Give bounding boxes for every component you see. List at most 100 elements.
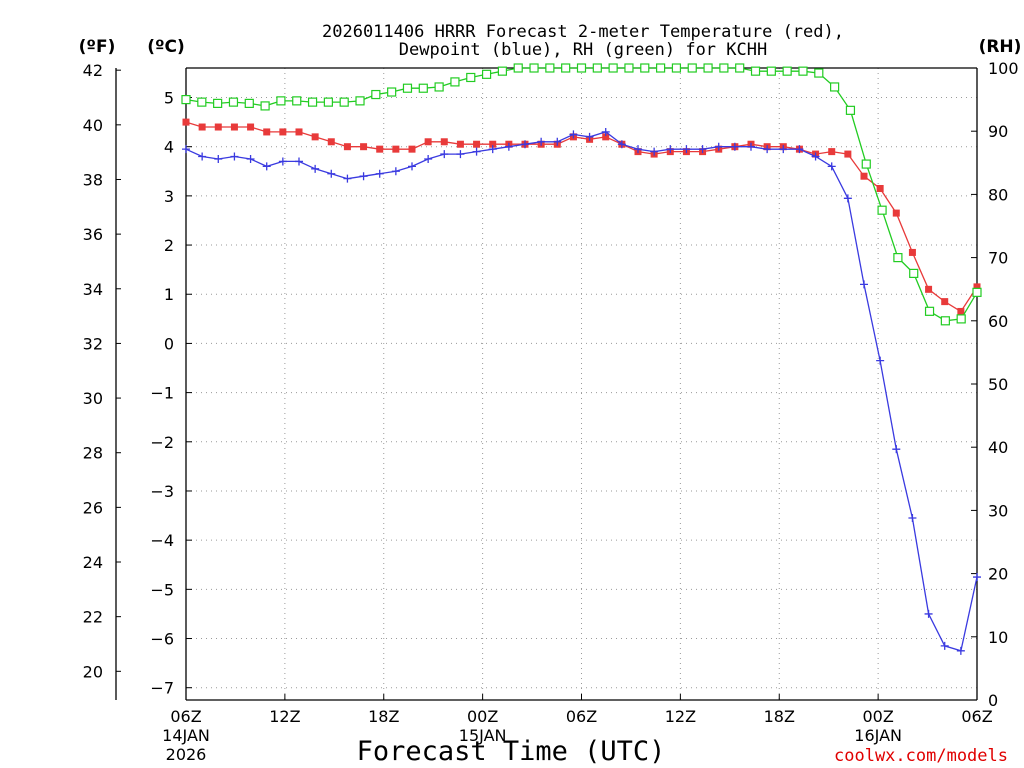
rh-tick-label: 20 <box>988 565 1008 584</box>
dewpoint-point <box>198 152 207 161</box>
rh-point <box>371 89 381 100</box>
dewpoint-point <box>472 147 481 156</box>
rh-point <box>893 253 903 263</box>
series-dewpoint <box>182 127 981 655</box>
fahrenheit-tick-label: 24 <box>83 553 103 572</box>
rh-point <box>845 105 856 115</box>
temperature-point <box>941 298 949 306</box>
dewpoint-point <box>408 162 416 171</box>
dewpoint-point <box>860 280 868 289</box>
dewpoint-point <box>553 137 562 146</box>
dewpoint-point <box>295 157 303 166</box>
dewpoint-point <box>747 142 755 151</box>
temperature-point <box>295 128 303 136</box>
fahrenheit-tick-label: 42 <box>83 61 103 80</box>
celsius-tick-label: −6 <box>150 630 174 649</box>
dewpoint-point <box>876 356 885 365</box>
x-tick-label: 18Z <box>764 707 795 726</box>
rh-point <box>339 97 349 107</box>
celsius-tick-label: 3 <box>164 187 174 206</box>
rh-point <box>940 316 950 326</box>
fahrenheit-tick-label: 36 <box>83 225 103 244</box>
rh-line <box>185 67 978 322</box>
dewpoint-point <box>521 140 529 149</box>
temperature-point <box>327 138 335 146</box>
temperature-point <box>311 133 319 141</box>
dewpoint-point <box>375 169 384 178</box>
temperature-point <box>376 145 384 153</box>
series-rh <box>181 63 982 326</box>
dewpoint-point <box>456 150 465 159</box>
dewpoint-point <box>634 145 642 154</box>
dewpoint-point <box>908 514 917 523</box>
chart-title-line1: 2026011406 HRRR Forecast 2-meter Tempera… <box>322 22 844 42</box>
celsius-tick-label: −3 <box>150 482 174 501</box>
rh-unit-label: (RH) <box>979 37 1022 57</box>
rh-point <box>355 96 365 106</box>
dewpoint-point <box>424 154 433 163</box>
dewpoint-point <box>714 142 723 151</box>
rh-point <box>529 63 539 73</box>
temperature-point <box>602 133 610 141</box>
temperature-point <box>908 248 916 256</box>
fahrenheit-tick-label: 22 <box>83 608 103 627</box>
dewpoint-point <box>811 152 820 161</box>
rh-point <box>655 63 666 73</box>
rh-point <box>434 82 444 92</box>
rh-tick-label: 30 <box>988 501 1008 520</box>
dewpoint-point <box>924 609 933 618</box>
temperature-point <box>360 143 368 151</box>
celsius-tick-label: 2 <box>164 236 174 255</box>
grid-lines <box>186 68 977 700</box>
temperature-point <box>408 145 416 153</box>
x-tick-year: 2026 <box>166 745 207 764</box>
rh-point <box>513 63 523 73</box>
fahrenheit-unit-label: (ºF) <box>79 37 116 57</box>
rh-point <box>307 97 318 107</box>
dewpoint-point <box>698 145 707 154</box>
rh-tick-label: 10 <box>988 628 1008 647</box>
temperature-point <box>198 123 206 131</box>
celsius-tick-label: −5 <box>150 580 174 599</box>
celsius-tick-label: 5 <box>164 89 174 108</box>
rh-point <box>561 63 571 73</box>
dewpoint-point <box>779 145 788 154</box>
rh-point <box>228 97 239 107</box>
x-axis-title: Forecast Time (UTC) <box>357 736 666 767</box>
temperature-point <box>473 140 481 148</box>
rh-point <box>735 63 745 73</box>
dewpoint-point <box>246 154 255 163</box>
x-tick-label: 00Z <box>862 707 893 726</box>
rh-point <box>197 97 207 107</box>
rh-point <box>466 72 476 83</box>
dewpoint-point <box>956 646 965 655</box>
x-tick-label: 06Z <box>566 707 597 726</box>
temperature-point <box>263 128 271 136</box>
rh-tick-label: 70 <box>988 249 1008 268</box>
celsius-tick-label: −4 <box>150 531 174 550</box>
dewpoint-point <box>214 154 223 163</box>
dewpoint-point <box>537 137 546 146</box>
dewpoint-point <box>940 641 949 650</box>
temperature-point <box>456 140 464 148</box>
temperature-point <box>343 143 351 151</box>
axes: 424038363432302826242220543210−1−2−3−4−5… <box>83 59 1019 764</box>
rh-point <box>640 63 650 73</box>
dewpoint-point <box>343 174 352 183</box>
temperature-point <box>424 138 432 146</box>
temperature-point <box>860 172 868 180</box>
rh-point <box>323 97 333 107</box>
rh-point <box>703 63 713 73</box>
dewpoint-point <box>795 145 804 154</box>
temperature-point <box>876 184 884 192</box>
x-tick-date: 14JAN <box>162 726 210 745</box>
fahrenheit-tick-label: 20 <box>83 662 103 681</box>
x-tick-label: 12Z <box>665 707 696 726</box>
rh-point <box>909 268 919 278</box>
dewpoint-point <box>359 172 368 181</box>
temperature-point <box>957 307 965 315</box>
rh-tick-label: 90 <box>988 122 1008 141</box>
temperature-point <box>247 123 255 131</box>
rh-point <box>608 63 618 73</box>
